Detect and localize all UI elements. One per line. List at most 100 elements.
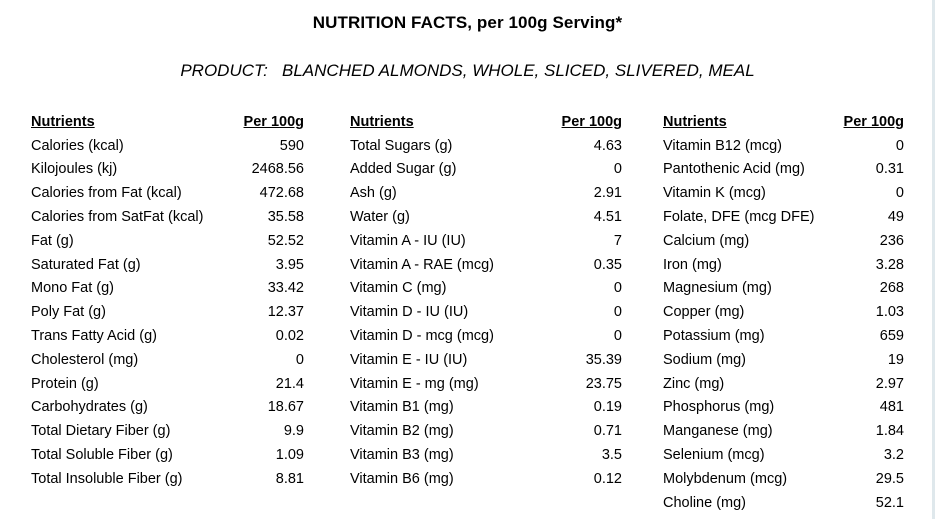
nutrient-value: 52.1 [875,494,904,511]
nutrient-row: Carbohydrates (g) 18.67 [31,396,304,420]
nutrient-value: 0 [613,328,622,345]
per-100g-header: Per 100g [843,113,904,130]
nutrient-name: Vitamin B1 (mg) [350,399,454,416]
nutrient-name: Magnesium (mg) [663,280,772,297]
nutrient-value: 590 [279,137,304,154]
nutrient-name: Added Sugar (g) [350,161,457,178]
nutrient-value: 8.81 [275,470,304,487]
nutrient-name: Choline (mg) [663,494,746,511]
nutrient-name: Vitamin A - RAE (mcg) [350,256,494,273]
nutrient-row: Vitamin B6 (mg) 0.12 [350,467,622,491]
nutrient-row: Vitamin B3 (mg) 3.5 [350,443,622,467]
nutrient-row: Protein (g) 21.4 [31,372,304,396]
nutrient-row: Sodium (mg) 19 [663,348,904,372]
nutrient-name: Vitamin D - mcg (mcg) [350,328,494,345]
nutrient-value: 0.02 [275,328,304,345]
nutrient-value: 21.4 [275,375,304,392]
nutrient-row: Vitamin B1 (mg) 0.19 [350,396,622,420]
nutrient-row: Cholesterol (mg) 0 [31,348,304,372]
nutrient-value: 49 [887,209,904,226]
nutrient-name: Ash (g) [350,185,397,202]
product-line: PRODUCT: BLANCHED ALMONDS, WHOLE, SLICED… [0,61,935,81]
nutrient-name: Fat (g) [31,232,74,249]
nutrient-column-1: Nutrients Per 100g Calories (kcal) 590 Kil… [31,110,304,491]
column-header: Nutrients Per 100g [31,110,304,134]
nutrient-name: Saturated Fat (g) [31,256,141,273]
nutrient-value: 35.58 [267,209,304,226]
nutrient-value: 35.39 [585,351,622,368]
nutrient-row: Iron (mg) 3.28 [663,253,904,277]
nutrient-name: Protein (g) [31,375,99,392]
nutrient-name: Sodium (mg) [663,351,746,368]
nutrient-row: Magnesium (mg) 268 [663,277,904,301]
nutrient-value: 0 [613,280,622,297]
nutrient-value: 472.68 [259,185,304,202]
nutrient-row: Vitamin B12 (mcg) 0 [663,134,904,158]
nutrient-row: Poly Fat (g) 12.37 [31,300,304,324]
nutrient-row: Total Sugars (g) 4.63 [350,134,622,158]
nutrient-value: 481 [879,399,904,416]
nutrient-name: Vitamin B2 (mg) [350,423,454,440]
nutrient-value: 29.5 [875,470,904,487]
nutrient-row: Trans Fatty Acid (g) 0.02 [31,324,304,348]
nutrient-value: 268 [879,280,904,297]
nutrient-row: Vitamin E - IU (IU) 35.39 [350,348,622,372]
nutrient-row: Vitamin B2 (mg) 0.71 [350,419,622,443]
nutrient-name: Total Soluble Fiber (g) [31,447,173,464]
nutrient-value: 7 [613,232,622,249]
nutrient-name: Total Insoluble Fiber (g) [31,470,183,487]
nutrient-name: Poly Fat (g) [31,304,106,321]
nutrient-row: Ash (g) 2.91 [350,181,622,205]
nutrient-name: Mono Fat (g) [31,280,114,297]
nutrient-name: Kilojoules (kj) [31,161,118,178]
nutrient-value: 236 [879,232,904,249]
nutrient-row: Vitamin C (mg) 0 [350,277,622,301]
nutrient-value: 3.28 [875,256,904,273]
nutrient-name: Phosphorus (mg) [663,399,775,416]
product-label: PRODUCT: [180,61,268,80]
nutrient-name: Vitamin E - IU (IU) [350,351,468,368]
nutrient-name: Calcium (mg) [663,232,750,249]
nutrient-name: Vitamin A - IU (IU) [350,232,466,249]
nutrient-row: Calcium (mg) 236 [663,229,904,253]
nutrient-value: 19 [887,351,904,368]
nutrient-row: Vitamin A - IU (IU) 7 [350,229,622,253]
per-100g-header: Per 100g [561,113,622,130]
nutrient-row: Selenium (mcg) 3.2 [663,443,904,467]
nutrient-value: 0 [613,161,622,178]
nutrient-row: Pantothenic Acid (mg) 0.31 [663,158,904,182]
page-title: NUTRITION FACTS, per 100g Serving* [312,13,623,32]
nutrient-name: Total Sugars (g) [350,137,453,154]
nutrient-row: Total Soluble Fiber (g) 1.09 [31,443,304,467]
nutrient-row: Folate, DFE (mcg DFE) 49 [663,205,904,229]
nutrient-value: 0.71 [593,423,622,440]
nutrient-name: Total Dietary Fiber (g) [31,423,171,440]
nutrient-name: Vitamin B3 (mg) [350,447,454,464]
nutrient-row: Potassium (mg) 659 [663,324,904,348]
nutrient-value: 1.84 [875,423,904,440]
nutrient-value: 1.03 [875,304,904,321]
nutrient-name: Potassium (mg) [663,328,765,345]
nutrient-row: Mono Fat (g) 33.42 [31,277,304,301]
nutrient-value: 0 [895,185,904,202]
nutrient-name: Manganese (mg) [663,423,773,440]
nutrient-value: 0 [895,137,904,154]
nutrient-name: Water (g) [350,209,410,226]
nutrient-row: Total Insoluble Fiber (g) 8.81 [31,467,304,491]
nutrient-value: 3.2 [883,447,904,464]
nutrient-row: Vitamin A - RAE (mcg) 0.35 [350,253,622,277]
nutrient-name: Vitamin D - IU (IU) [350,304,469,321]
nutrient-row: Vitamin K (mcg) 0 [663,181,904,205]
nutrient-name: Calories from Fat (kcal) [31,185,182,202]
nutrient-name: Vitamin B6 (mg) [350,470,454,487]
nutrient-row: Molybdenum (mcg) 29.5 [663,467,904,491]
nutrient-value: 4.63 [593,137,622,154]
nutrient-value: 0.31 [875,161,904,178]
nutrient-row: Added Sugar (g) 0 [350,158,622,182]
nutrient-value: 18.67 [267,399,304,416]
nutrient-row: Fat (g) 52.52 [31,229,304,253]
nutrient-name: Folate, DFE (mcg DFE) [663,209,815,226]
nutrient-value: 33.42 [267,280,304,297]
nutrient-name: Pantothenic Acid (mg) [663,161,805,178]
nutrient-value: 2468.56 [251,161,304,178]
